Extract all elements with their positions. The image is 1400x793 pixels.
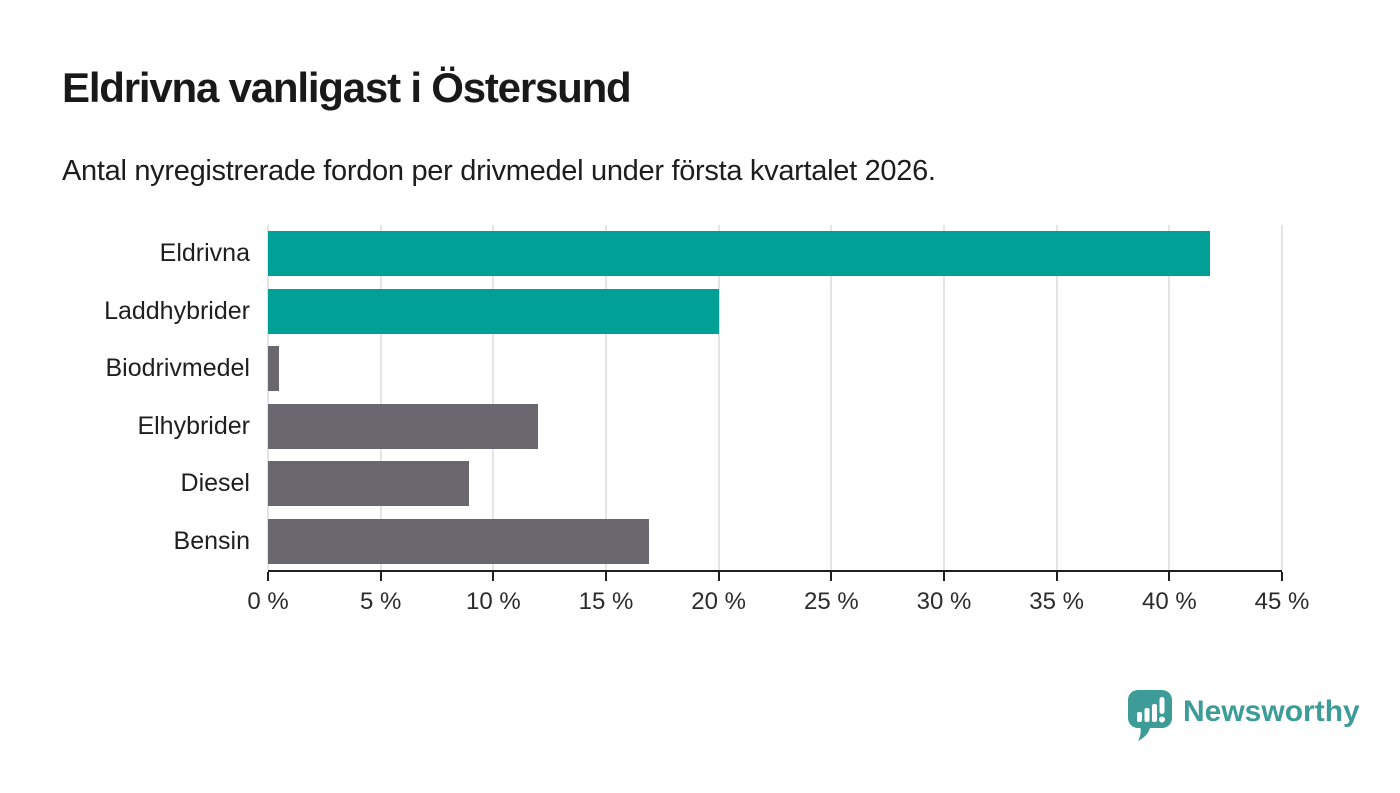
bar-diesel (268, 461, 469, 507)
x-axis-tick (1281, 572, 1283, 581)
bar-bensin (268, 518, 649, 564)
x-axis-tick-label: 10 % (465, 588, 521, 615)
chart-title: Eldrivna vanligast i Östersund (62, 64, 632, 111)
gridline (1055, 225, 1058, 570)
gridline (379, 225, 382, 570)
x-axis-tick (1055, 572, 1058, 581)
category-label: Bensin (173, 526, 250, 555)
gridline (717, 225, 720, 570)
category-label: Diesel (180, 469, 250, 498)
gridline (267, 225, 269, 570)
newsworthy-logo-text: Newsworthy (1183, 695, 1360, 728)
bar-eldrivna (268, 231, 1210, 277)
x-axis-tick-label: 45 % (1254, 588, 1310, 615)
gridline (605, 225, 607, 570)
x-axis-tick-label: 30 % (916, 588, 972, 615)
x-axis-tick (267, 572, 269, 581)
x-axis-tick-label: 25 % (803, 588, 859, 615)
x-axis-tick (717, 572, 720, 581)
plot-area (267, 225, 1283, 572)
x-axis-tick-label: 20 % (691, 588, 747, 615)
gridline (830, 225, 833, 570)
chart-subtitle: Antal nyregistrerade fordon per drivmede… (62, 155, 936, 187)
y-axis-category-labels: Eldrivna Laddhybrider Biodrivmedel Elhybrid… (0, 225, 250, 570)
x-axis-tick (492, 572, 495, 581)
speech-bubble-bar-chart-icon (1128, 690, 1172, 741)
x-axis-tick (943, 572, 945, 581)
x-axis-tick-label: 5 % (359, 588, 402, 615)
gridline (1168, 225, 1171, 570)
x-axis-tick (830, 572, 833, 581)
gridline (492, 225, 495, 570)
x-axis-tick-label: 35 % (1029, 588, 1085, 615)
gridline (1281, 225, 1283, 570)
x-axis-tick (1168, 572, 1171, 581)
newsworthy-logo: Newsworthy (1128, 690, 1360, 742)
category-label: Eldrivna (159, 239, 250, 268)
x-axis-tick (379, 572, 382, 581)
category-label: Elhybrider (137, 411, 250, 440)
bar-biodrivmedel (268, 346, 280, 392)
bar-elhybrider (268, 403, 539, 449)
x-axis-tick (605, 572, 607, 581)
x-axis-tick-label: 40 % (1141, 588, 1197, 615)
bar-laddhybrider (268, 288, 719, 334)
category-label: Laddhybrider (104, 296, 250, 325)
gridline (943, 225, 945, 570)
x-axis: 0 % 5 % 10 % 15 % 20 % 25 % 30 % 35 % 40 % 45 % (247, 572, 1309, 632)
category-label: Biodrivmedel (105, 354, 250, 383)
x-axis-tick-label: 0 % (247, 588, 289, 615)
x-axis-tick-label: 15 % (578, 588, 634, 615)
